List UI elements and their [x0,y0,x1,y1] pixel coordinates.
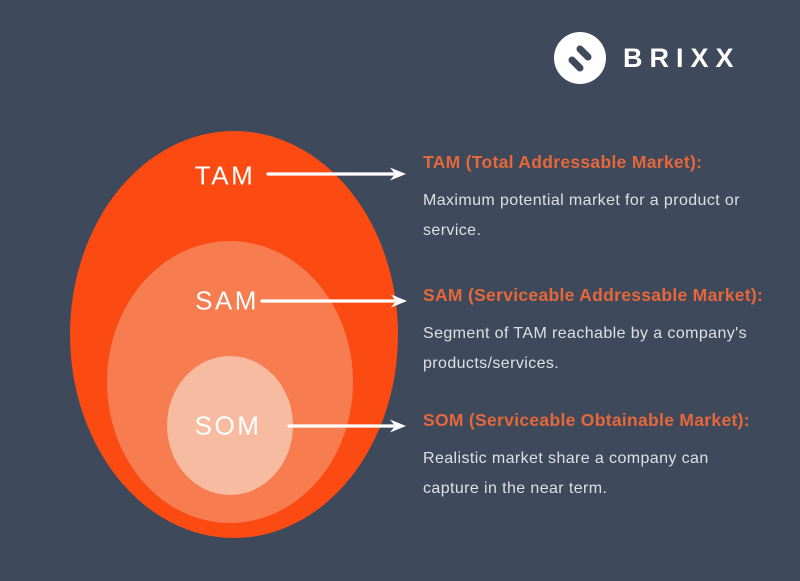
tam-legend-block: TAM (Total Addressable Market): Maximum … [423,150,795,246]
sam-legend-block: SAM (Serviceable Addressable Market): Se… [423,283,795,379]
tam-ring-label: TAM [194,160,256,191]
som-legend-body-line2: capture in the near term. [423,480,608,497]
tam-legend-heading: TAM (Total Addressable Market): [423,152,703,172]
sam-legend-heading: SAM (Serviceable Addressable Market): [423,285,764,305]
som-legend-body-line1: Realistic market share a company can [423,450,709,467]
som-legend-block: SOM (Serviceable Obtainable Market): Rea… [423,408,795,504]
sam-legend-body-line1: Segment of TAM reachable by a company's [423,325,747,342]
sam-arrow-icon [260,294,407,308]
som-ring [167,356,293,495]
som-arrow-icon [287,419,406,433]
tam-arrow-icon [266,167,406,181]
brixx-logo-icon [554,32,606,84]
som-ring-label: SOM [194,410,262,441]
tam-legend-body-line2: service. [423,222,482,239]
brand-name: BRIXX [623,42,741,73]
som-legend-heading: SOM (Serviceable Obtainable Market): [423,410,750,430]
sam-legend-body-line2: products/services. [423,355,560,372]
tam-legend-body-line1: Maximum potential market for a product o… [423,192,740,209]
sam-ring-label: SAM [195,285,259,316]
brixx-logo: BRIXX [554,32,741,84]
